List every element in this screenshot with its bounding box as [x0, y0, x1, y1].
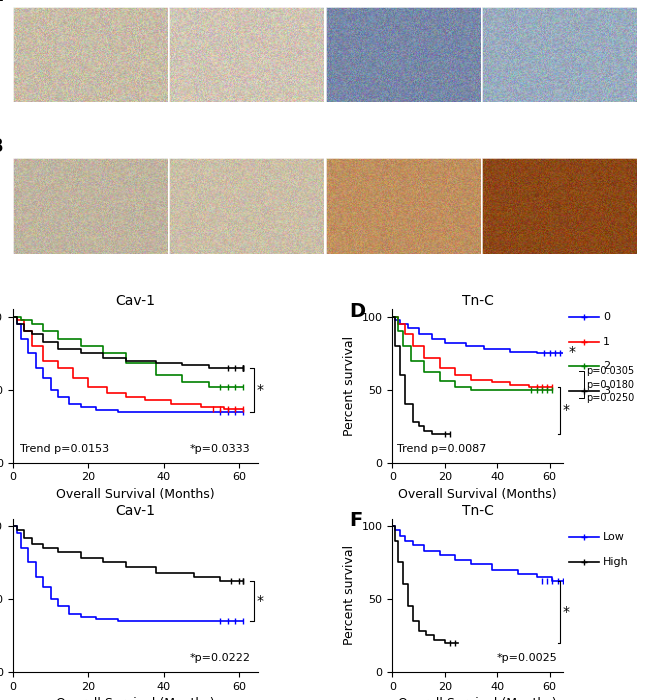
- Text: p=0.0305: p=0.0305: [586, 366, 634, 376]
- Y-axis label: Percent survival: Percent survival: [343, 336, 356, 436]
- Text: Trend p=0.0087: Trend p=0.0087: [397, 444, 487, 454]
- Text: *: *: [257, 594, 264, 608]
- X-axis label: Overall Survival (Months): Overall Survival (Months): [398, 697, 557, 700]
- Text: *p=0.0025: *p=0.0025: [497, 653, 558, 663]
- Text: 3: 3: [603, 386, 610, 396]
- Text: B: B: [0, 137, 3, 156]
- X-axis label: Overall Survival (Months): Overall Survival (Months): [398, 488, 557, 501]
- Y-axis label: Percent survival: Percent survival: [343, 545, 356, 645]
- Title: Cav-1: Cav-1: [115, 503, 155, 517]
- Text: A: A: [0, 0, 3, 5]
- Text: D: D: [350, 302, 366, 321]
- Text: 1: 1: [603, 337, 610, 346]
- Text: Trend p=0.0153: Trend p=0.0153: [20, 444, 109, 454]
- Text: *: *: [569, 345, 576, 359]
- Text: p=0.0180: p=0.0180: [586, 379, 634, 390]
- Text: p=0.0250: p=0.0250: [586, 393, 634, 403]
- Text: 0: 0: [603, 312, 610, 322]
- Text: Low: Low: [603, 532, 625, 542]
- Title: Cav-1: Cav-1: [115, 294, 155, 308]
- Text: High: High: [603, 556, 629, 566]
- Text: *: *: [562, 403, 569, 417]
- Text: *p=0.0222: *p=0.0222: [189, 653, 250, 663]
- Text: *p=0.0333: *p=0.0333: [190, 444, 250, 454]
- X-axis label: Overall Survival (Months): Overall Survival (Months): [56, 488, 215, 501]
- Text: *: *: [562, 605, 569, 619]
- X-axis label: Overall Survival (Months): Overall Survival (Months): [56, 697, 215, 700]
- Text: F: F: [350, 511, 363, 530]
- Title: Tn-C: Tn-C: [462, 294, 493, 308]
- Text: 2: 2: [603, 361, 610, 371]
- Title: Tn-C: Tn-C: [462, 503, 493, 517]
- Text: *: *: [257, 383, 264, 397]
